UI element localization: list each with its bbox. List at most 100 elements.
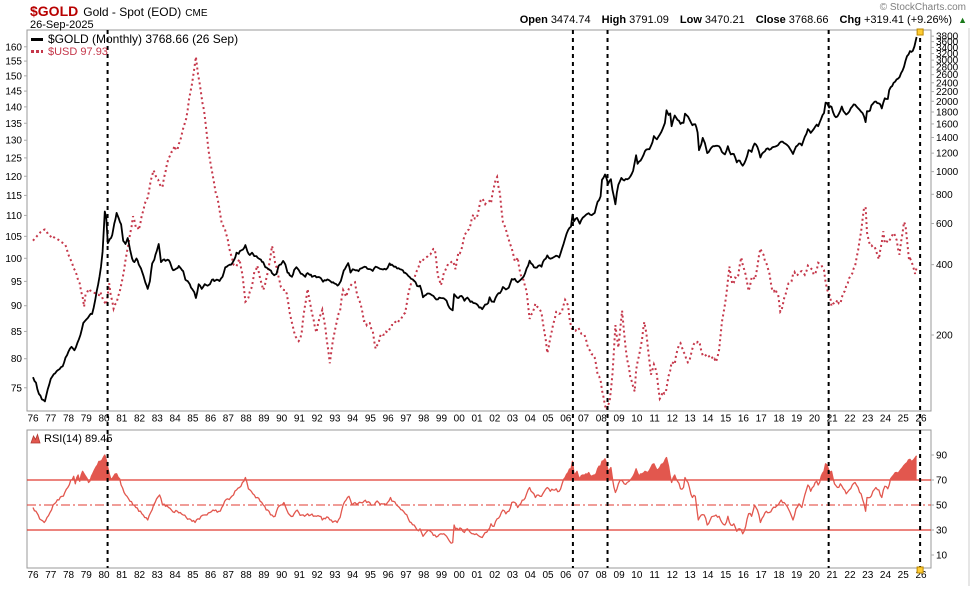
right-axis-tick: 1800	[936, 107, 959, 118]
year-label-top: 08	[596, 414, 608, 425]
year-label-top: 91	[294, 414, 306, 425]
rsi-axis-tick: 10	[936, 551, 948, 562]
year-label-top: 10	[631, 414, 643, 425]
left-axis-tick: 75	[11, 383, 23, 394]
stockcharts-credit-link[interactable]: © StockCharts.com	[879, 2, 966, 13]
right-axis-tick: 1600	[936, 119, 959, 130]
chg-value: +319.41 (+9.26%)	[863, 14, 953, 26]
year-label-bottom: 19	[791, 570, 803, 581]
year-label-bottom: 00	[454, 570, 466, 581]
left-axis-tick: 160	[5, 42, 22, 53]
year-label-top: 90	[276, 414, 288, 425]
year-label-bottom: 81	[116, 570, 128, 581]
year-label-bottom: 77	[45, 570, 57, 581]
year-label-top: 00	[454, 414, 466, 425]
year-label-bottom: 23	[862, 570, 874, 581]
annotation-handle[interactable]	[916, 566, 924, 574]
year-label-bottom: 78	[63, 570, 75, 581]
year-label-bottom: 13	[685, 570, 697, 581]
right-axis-tick: 3600	[936, 37, 959, 48]
year-label-bottom: 17	[756, 570, 768, 581]
year-label-top: 17	[756, 414, 768, 425]
right-axis-tick: 1000	[936, 167, 959, 178]
high-value: 3791.09	[629, 14, 669, 26]
rsi-area-icon	[30, 433, 41, 444]
left-axis-tick: 110	[6, 211, 22, 222]
annotation-handle[interactable]	[916, 28, 924, 36]
rsi-label-text: RSI(14) 89.45	[44, 433, 113, 445]
left-axis-tick: 125	[5, 153, 22, 164]
year-label-top: 97	[400, 414, 412, 425]
gold-line	[32, 36, 918, 403]
year-label-top: 76	[27, 414, 39, 425]
right-axis-tick: 2600	[936, 70, 959, 81]
year-label-top: 25	[898, 414, 910, 425]
legend-gold: $GOLD (Monthly) 3768.66 (26 Sep)	[31, 32, 238, 46]
year-label-top: 82	[134, 414, 146, 425]
right-axis-tick: 3800	[936, 32, 959, 43]
year-label-top: 26	[915, 414, 927, 425]
year-label-top: 92	[312, 414, 324, 425]
year-label-top: 20	[809, 414, 821, 425]
year-label-bottom: 06	[560, 570, 572, 581]
year-label-bottom: 96	[383, 570, 395, 581]
year-label-top: 09	[614, 414, 626, 425]
quote-date: 26-Sep-2025	[30, 19, 94, 31]
right-axis-tick: 600	[936, 219, 953, 230]
year-label-top: 86	[205, 414, 217, 425]
chg-label: Chg	[839, 14, 861, 26]
year-label-bottom: 89	[258, 570, 270, 581]
year-label-top: 93	[329, 414, 341, 425]
year-label-top: 89	[258, 414, 270, 425]
left-axis-tick: 115	[6, 191, 22, 202]
year-label-bottom: 95	[365, 570, 377, 581]
year-label-bottom: 08	[596, 570, 608, 581]
year-label-top: 04	[525, 414, 537, 425]
year-label-bottom: 76	[27, 570, 39, 581]
left-axis-tick: 155	[5, 57, 22, 68]
year-label-top: 01	[471, 414, 483, 425]
year-label-top: 21	[827, 414, 839, 425]
year-label-top: 85	[187, 414, 199, 425]
right-axis-tick: 3000	[936, 56, 959, 67]
year-label-bottom: 21	[827, 570, 839, 581]
rsi-axis-tick: 30	[936, 526, 948, 537]
close-value: 3768.66	[788, 14, 829, 26]
year-label-top: 24	[880, 414, 892, 425]
year-label-top: 14	[702, 414, 714, 425]
chart-title: $GOLD Gold - Spot (EOD) CME	[30, 3, 208, 21]
high-label: High	[601, 14, 627, 26]
year-label-bottom: 85	[187, 570, 199, 581]
right-axis-tick: 2400	[936, 78, 959, 89]
close-label: Close	[755, 14, 786, 26]
year-label-bottom: 88	[241, 570, 253, 581]
left-axis-tick: 95	[11, 277, 23, 288]
year-label-bottom: 20	[809, 570, 821, 581]
right-axis-tick: 1200	[936, 149, 959, 160]
year-label-top: 16	[738, 414, 750, 425]
year-label-bottom: 92	[312, 570, 324, 581]
year-label-top: 13	[685, 414, 697, 425]
main-plot-frame	[26, 29, 932, 412]
year-label-bottom: 15	[720, 570, 732, 581]
year-label-bottom: 24	[880, 570, 892, 581]
left-axis-tick: 150	[5, 71, 22, 82]
year-label-bottom: 98	[418, 570, 430, 581]
left-axis-tick: 130	[5, 136, 22, 147]
right-axis-tick: 1400	[936, 133, 959, 144]
year-label-bottom: 04	[525, 570, 537, 581]
year-label-top: 12	[667, 414, 679, 425]
rsi-panel-label: RSI(14) 89.45	[30, 433, 112, 445]
rsi-axis-tick: 50	[936, 501, 948, 512]
year-label-top: 83	[152, 414, 164, 425]
rsi-plot-frame	[26, 429, 932, 569]
year-label-bottom: 03	[507, 570, 519, 581]
instrument-name: Gold - Spot (EOD)	[83, 5, 182, 19]
right-axis-tick: 800	[936, 190, 953, 201]
year-label-top: 18	[773, 414, 785, 425]
year-label-top: 07	[578, 414, 590, 425]
year-label-bottom: 22	[844, 570, 856, 581]
right-axis-tick: 200	[936, 331, 953, 342]
